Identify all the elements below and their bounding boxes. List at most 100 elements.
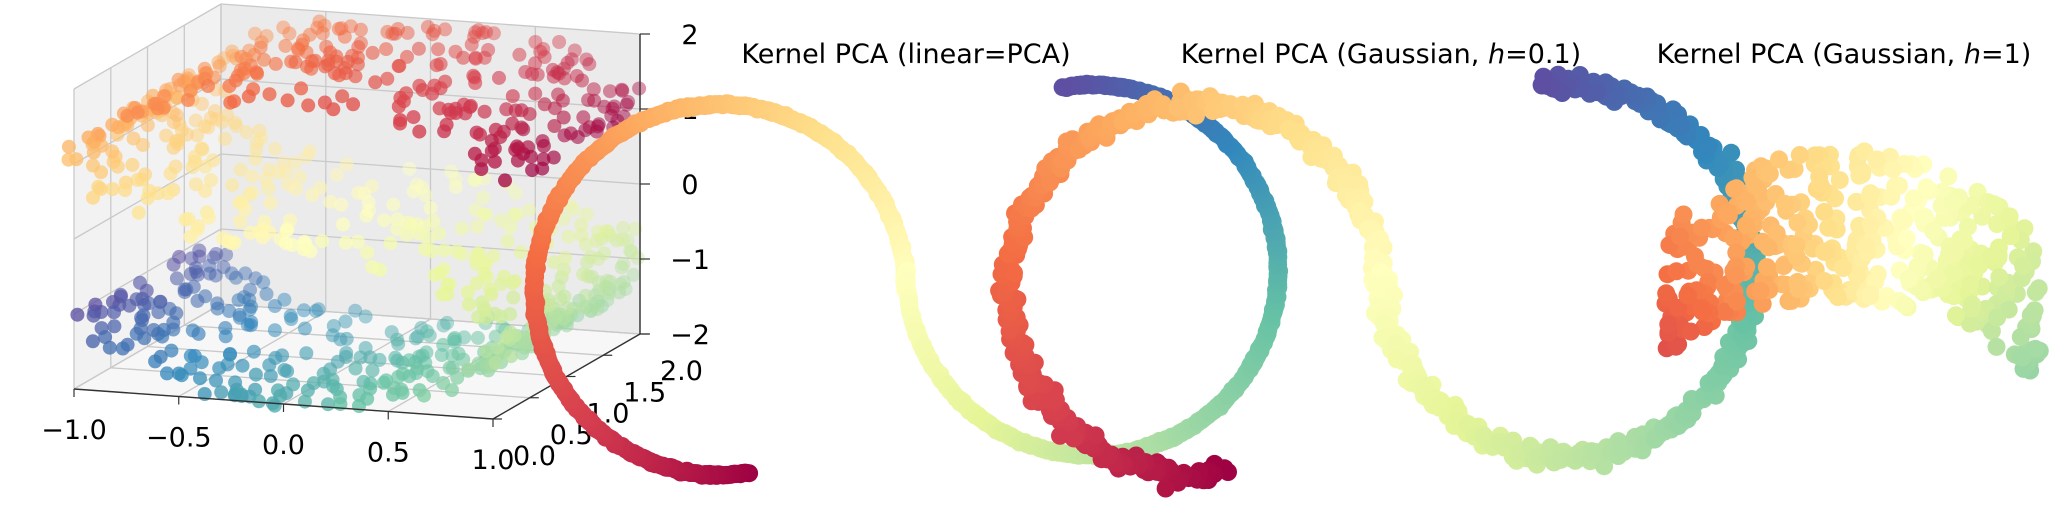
s-curve-point [161,186,176,201]
embedding-point [1894,211,1913,230]
s-curve-point [98,330,113,345]
s-curve-point [337,29,352,44]
s-curve-point [284,312,299,326]
s-curve-point [476,190,490,205]
s-curve-point [238,266,253,281]
s-curve-point [206,250,221,265]
embedding-point [1659,315,1678,334]
s-curve-point [232,195,247,210]
s-curve-point [508,142,523,157]
s-curve-point [475,26,490,41]
s-curve-point [122,298,137,313]
s-curve-point [184,251,199,266]
embedding-point [1962,299,1981,318]
s-curve-point [233,214,248,229]
s-curve-point [422,328,437,343]
s-curve-point [159,128,174,143]
s-curve-point [505,276,520,291]
s-curve-point [315,26,330,41]
embedding-point [1990,268,2009,287]
embedding-point [1789,280,1808,299]
embedding-point [1860,187,1879,206]
s-curve-point [454,221,469,236]
s-curve-point [193,371,207,386]
panel-3d-s-curve: −1.0−0.50.00.51.0 0.00.51.01.52.0 210−1−… [41,3,710,476]
s-curve-point [427,268,442,283]
s-curve-point [267,323,282,338]
s-curve-point [479,270,494,285]
embedding-point [1671,227,1689,246]
embedding-point [1982,322,2001,341]
s-curve-point [504,349,518,364]
s-curve-point [164,343,179,358]
embedding-point [1828,288,1847,306]
s-curve-point [138,167,153,182]
s-curve-point [383,236,398,251]
embedding-point [1787,236,1806,255]
embedding-point [1883,160,1902,179]
s-curve-point [86,190,100,205]
embedding-point [1897,229,1916,248]
s-curve-point [252,123,267,138]
s-curve-point [246,344,261,359]
s-curve-point [169,108,184,123]
s-curve-point [400,25,415,40]
s-curve-point [536,139,551,153]
s-curve-point [153,294,168,309]
s-curve-point [85,334,100,349]
s-curve-point [484,287,499,302]
s-curve-point [315,234,330,249]
s-curve-point [624,244,639,259]
s-curve-point [448,172,463,187]
s-curve-point [582,120,597,135]
embedding-point [1815,202,1834,221]
s-curve-point [408,331,423,346]
s-curve-point [185,160,200,175]
s-curve-point [558,250,573,265]
s-curve-point [479,25,494,40]
s-curve-point [219,247,234,262]
embedding-point [1760,164,1779,183]
s-curve-point [296,303,311,318]
s-curve-point [171,72,186,87]
s-curve-point [528,56,543,71]
s-curve-point [368,75,383,90]
s-curve-point [632,81,647,96]
s-curve-point [614,82,629,97]
s-curve-point [470,219,485,234]
embedding-point [1895,295,1914,314]
embedding-points [1656,142,2049,380]
s-curve-point [425,369,440,384]
s-curve-point [619,97,634,112]
s-curve-point [601,224,615,239]
embedding-point [1767,224,1786,243]
s-curve-point [479,344,494,359]
embedding-point [1805,146,1824,165]
y-tick-label: 0.0 [513,441,556,472]
s-curve-point [183,267,198,281]
embedding-point [1911,279,1930,298]
s-curve-point [456,50,471,65]
s-curve-point [458,106,473,121]
embedding-point [1917,178,1936,197]
s-curve-point [434,348,449,362]
s-curve-point [86,158,100,173]
s-curve-point [525,163,540,178]
s-curve-point [326,102,341,117]
z-tick-label: −1 [670,245,710,276]
panel-title: Kernel PCA (Gaussian, h=0.1) [1181,39,1581,70]
embedding-point [1810,167,1829,186]
s-curve-point [575,73,589,88]
s-curve-point [204,173,218,188]
embedding-point [1532,76,1551,95]
s-curve-point [429,58,444,73]
s-curve-point [508,185,523,200]
s-curve-point [239,125,254,140]
s-curve-point [440,315,455,330]
s-curve-point [140,191,155,206]
s-curve-point [461,297,476,312]
s-curve-point [425,86,440,101]
embedding-point [1960,314,1979,333]
s-curve-point [299,346,314,361]
embedding-point [1867,150,1886,169]
